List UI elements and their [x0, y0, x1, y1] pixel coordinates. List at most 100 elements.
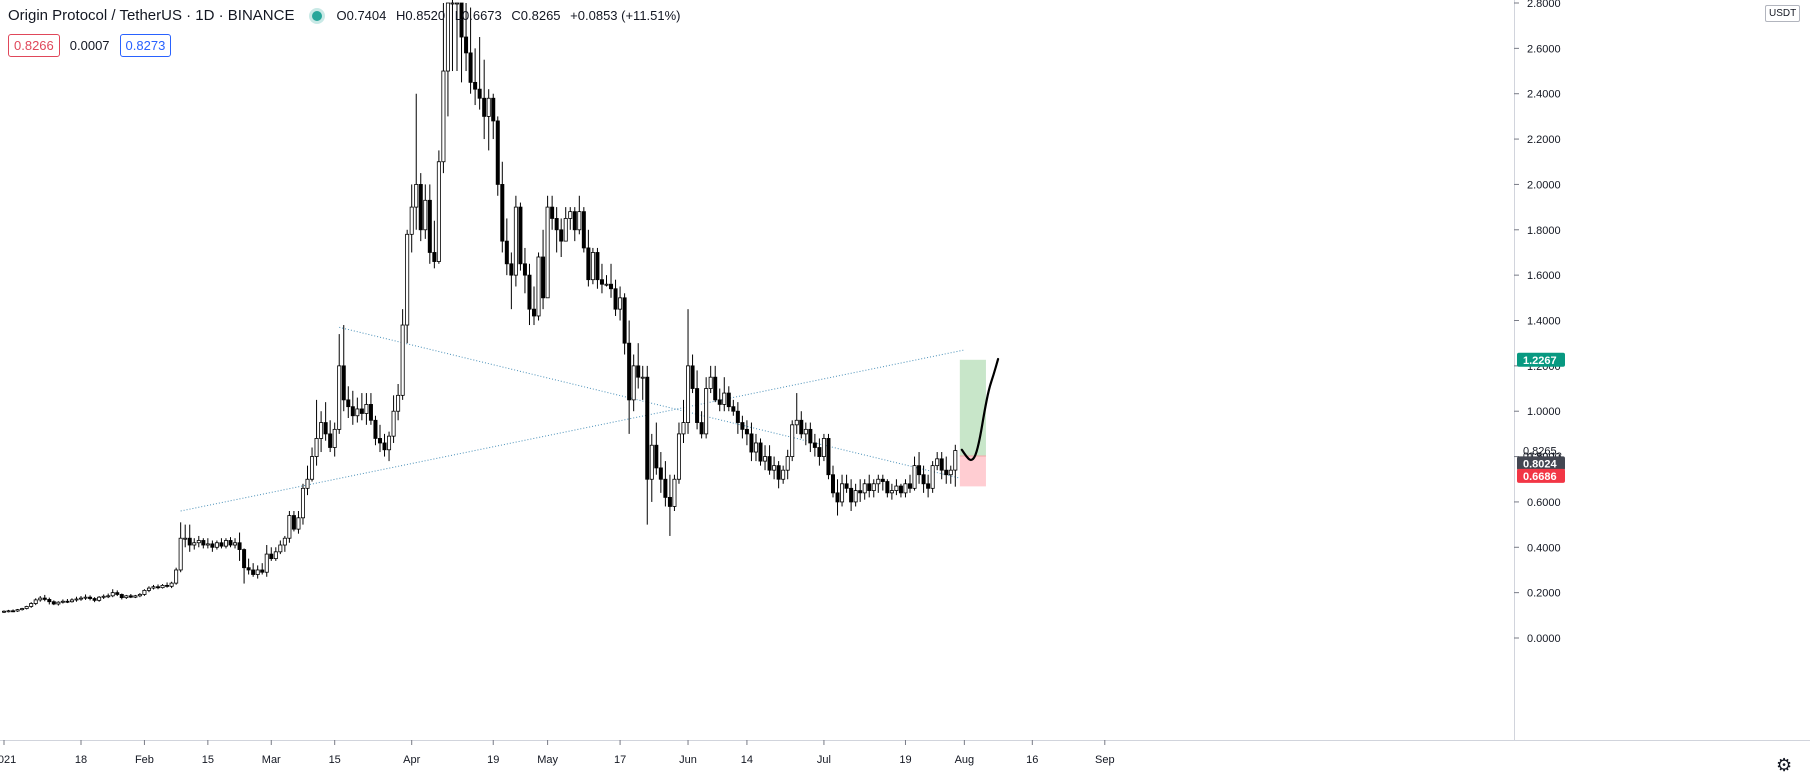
candle-body [844, 483, 849, 489]
bid-ask-panel: 0.8266 0.0007 0.8273 [8, 34, 172, 57]
candle-body [690, 365, 695, 389]
candle [840, 474, 845, 507]
candle [6, 609, 11, 613]
candle [744, 420, 749, 446]
candle-body [563, 218, 568, 242]
candle-body [260, 569, 265, 573]
candle [654, 422, 659, 475]
candle [15, 608, 20, 612]
candle [29, 602, 34, 608]
candle [183, 524, 188, 548]
candle [47, 597, 52, 605]
candle-body [568, 211, 573, 219]
candle-body [142, 589, 147, 595]
candle-body [33, 599, 38, 604]
buy-button[interactable]: 0.8273 [119, 34, 172, 57]
spread-value: 0.0007 [69, 38, 110, 53]
x-tick-label: Aug [955, 754, 975, 766]
candle [2, 610, 7, 614]
candle-body [518, 206, 523, 265]
candle [269, 547, 274, 561]
candle-body [894, 485, 899, 491]
candle-body [51, 601, 56, 605]
candle-body [953, 450, 958, 471]
symbol-title[interactable]: Origin Protocol / TetherUS · 1D · BINANC… [8, 7, 295, 24]
candle [763, 445, 768, 471]
candle-body [432, 252, 437, 262]
candle [704, 377, 709, 439]
candle-body [341, 365, 346, 401]
candle-body [29, 603, 34, 607]
candle [436, 150, 441, 264]
candle-body [106, 595, 111, 598]
position-loss-zone[interactable] [959, 456, 986, 487]
candle [432, 220, 437, 269]
price-label-text: 0.6686 [1523, 471, 1557, 483]
candle [20, 607, 25, 611]
candle-body [921, 474, 926, 485]
candle [151, 584, 156, 590]
position-profit-zone[interactable] [959, 359, 986, 457]
candle-body [468, 52, 473, 83]
candle-body [749, 433, 754, 453]
candle [251, 563, 256, 577]
market-status-dot [312, 10, 323, 21]
candle-body [781, 469, 786, 480]
candle-body [867, 483, 872, 491]
candle-body [939, 458, 944, 471]
candle-body [808, 428, 813, 444]
candle [223, 538, 228, 549]
candle [450, 0, 455, 72]
candle-body [753, 442, 758, 453]
candle-body [491, 97, 496, 122]
x-tick-label: Jul [817, 754, 831, 766]
candle [454, 2, 459, 72]
candle-body [935, 458, 940, 467]
candle-body [871, 483, 876, 491]
candle [880, 474, 885, 491]
candle-body [731, 406, 736, 412]
candle-body [273, 551, 278, 560]
projection-path[interactable] [960, 357, 1000, 462]
candle [722, 377, 727, 412]
candle [627, 320, 632, 434]
trend-line-2[interactable] [339, 326, 965, 480]
candle [355, 397, 360, 423]
candle [672, 474, 677, 511]
candle-body [835, 492, 840, 503]
price-axis-label: 1.2267 [1517, 352, 1565, 367]
candle-body [735, 410, 740, 423]
candle [912, 456, 917, 491]
candle [106, 593, 111, 599]
candle-body [636, 365, 641, 378]
candle-body [291, 515, 296, 530]
candle [156, 584, 161, 590]
candle-body [581, 211, 586, 249]
y-tick-label: 2.8000 [1527, 0, 1561, 10]
candle-body [676, 433, 681, 480]
trend-line-1[interactable] [180, 349, 965, 512]
candle-body [862, 483, 867, 494]
candle-body [201, 540, 206, 546]
candle-body [876, 478, 881, 485]
candle-body [223, 540, 228, 547]
y-tick-label: 1.6000 [1527, 270, 1561, 282]
candle [590, 247, 595, 285]
symbol-legend: Origin Protocol / TetherUS · 1D · BINANC… [8, 7, 687, 24]
candle-body [69, 599, 74, 603]
x-tick-label: May [537, 754, 558, 766]
sell-button[interactable]: 0.8266 [8, 34, 60, 57]
candle [735, 402, 740, 434]
candle [618, 286, 623, 321]
candle [554, 207, 559, 253]
candle [491, 93, 496, 140]
candle [486, 89, 491, 151]
candle [622, 293, 627, 355]
candle [586, 229, 591, 287]
candle-body [368, 404, 373, 421]
candle-body [912, 465, 917, 489]
candle [51, 600, 56, 606]
gear-icon[interactable]: ⚙ [1776, 755, 1793, 775]
currency-unit-button[interactable]: USDT [1765, 5, 1801, 22]
